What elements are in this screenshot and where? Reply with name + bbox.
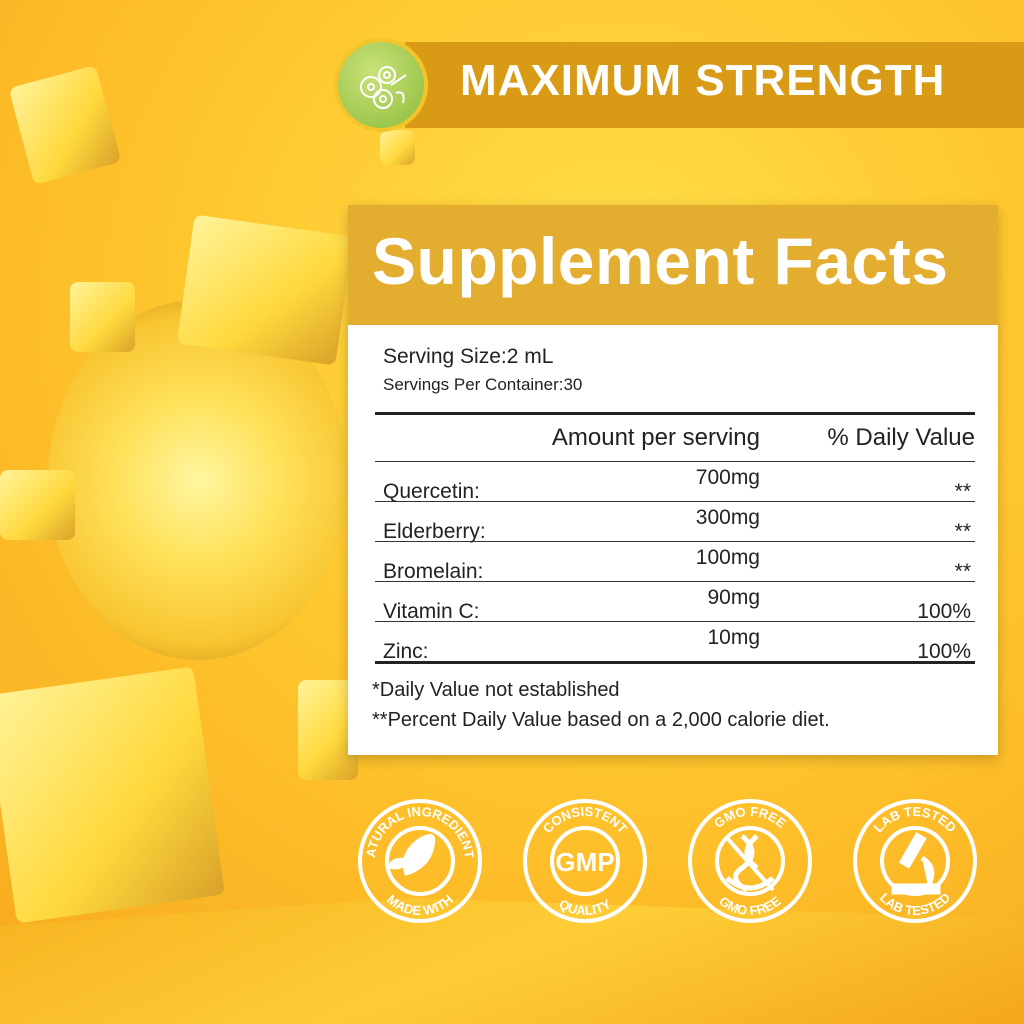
table-row: Quercetin: 700mg ** (375, 461, 975, 503)
table-row: Elderberry: 300mg ** (375, 501, 975, 543)
pineapple-chunk-image (8, 65, 122, 185)
badge-leaf-icon: NATURAL INGREDIENTS MADE WITH (352, 786, 483, 924)
ingredient-dv: 100% (917, 640, 971, 663)
ingredient-name: Quercetin: (383, 480, 480, 503)
header-daily-value: % Daily Value (827, 424, 975, 451)
pineapple-chunk-image (70, 282, 135, 352)
servings-per-container: Servings Per Container:30 (383, 375, 583, 394)
banner-title: MAXIMUM STRENGTH (460, 56, 946, 105)
ingredient-amount: 90mg (707, 586, 760, 609)
supplement-facts-panel: Supplement Facts Serving Size:2 mL Servi… (348, 205, 998, 755)
ingredient-dv: ** (954, 480, 971, 503)
ingredient-dv: ** (954, 520, 971, 543)
gmp-text: GMP (555, 847, 614, 877)
banner (405, 42, 1024, 128)
table-row: Zinc: 10mg 100% (375, 621, 975, 663)
footnote-daily-value: *Daily Value not established (372, 679, 620, 701)
microscope-icon (891, 832, 941, 895)
badge-gmp: CONSISTENT QUALITY GMP (522, 798, 648, 924)
ingredient-amount: 700mg (695, 466, 760, 489)
leaf-icon (387, 834, 436, 876)
header-amount: Amount per serving (551, 424, 760, 451)
ingredient-name: Zinc: (383, 640, 429, 663)
pineapple-chunk-image (0, 666, 225, 924)
ingredient-name: Vitamin C: (383, 600, 480, 623)
ingredient-dv: 100% (917, 600, 971, 623)
serving-size: Serving Size:2 mL (383, 345, 554, 368)
footnote-percent-daily-value: **Percent Daily Value based on a 2,000 c… (372, 709, 830, 731)
table-row: Bromelain: 100mg ** (375, 541, 975, 583)
table-row: Vitamin C: 90mg 100% (375, 581, 975, 623)
background-floor (0, 898, 1024, 1024)
ingredient-amount: 10mg (707, 626, 760, 649)
table-header: Amount per serving % Daily Value (375, 415, 975, 461)
badge-bottom-text: QUALITY (557, 896, 614, 918)
pineapple-chunk-image (176, 214, 354, 366)
facts-table: Amount per serving % Daily Value Querceti… (375, 412, 975, 664)
ingredient-amount: 300mg (695, 506, 760, 529)
ingredient-name: Bromelain: (383, 560, 484, 583)
pineapple-chunk-image (0, 470, 75, 540)
badge-microscope-icon: LAB TESTED LAB TESTED (852, 798, 978, 924)
ingredient-name: Elderberry: (383, 520, 486, 543)
ingredient-amount: 100mg (695, 546, 760, 569)
panel-title: Supplement Facts (348, 205, 998, 325)
dna-icon (725, 834, 775, 893)
ingredient-dv: ** (954, 560, 971, 583)
badge-dna-icon: GMO FREE GMO FREE (687, 798, 813, 924)
berries-icon (334, 38, 428, 132)
badge-center-text: GMP (555, 847, 614, 877)
pineapple-chunk-image (380, 130, 415, 165)
